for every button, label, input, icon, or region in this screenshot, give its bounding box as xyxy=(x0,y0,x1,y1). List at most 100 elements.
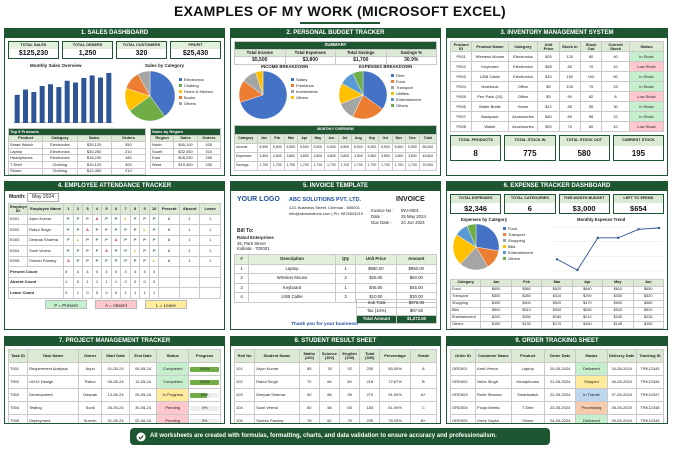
table-row: P006 Water Bottle Home $12 85 55 30 In Stock xyxy=(449,101,665,112)
table-title: Top 5 Products xyxy=(8,128,146,136)
table-cell: P xyxy=(110,255,122,267)
table-row: E003 Deepak Sharma P L P P P A P P P P 8 1 1 xyxy=(7,234,221,246)
table-cell: Keyboard xyxy=(471,61,509,72)
table-cell: 1,700 xyxy=(351,161,366,171)
table-cell: 120 xyxy=(558,51,581,62)
table-cell: 1,700 xyxy=(283,161,299,171)
table-row: P002 Keyboard Electronics $45 80 70 10 Low Stoc… xyxy=(449,61,665,72)
table-cell: 75 xyxy=(339,414,361,423)
table-row: Shoes Clothing $12,450 210 xyxy=(7,167,147,175)
panel-title: 6. EXPENSE TRACKER DASHBOARD xyxy=(447,182,667,191)
progress-track: 100% xyxy=(190,379,219,385)
text: Investments xyxy=(296,89,318,94)
table-cell: Total Amount xyxy=(356,315,397,324)
table-cell: 1 xyxy=(199,255,221,267)
table-row: P003 USB Cable Electronics $10 150 100 50 In St… xyxy=(449,71,665,82)
table-cell: 29-05-2024 xyxy=(606,414,637,423)
table-cell: 65 xyxy=(339,401,361,415)
table-cell: Suresh Pandey xyxy=(254,414,300,423)
table-cell: North xyxy=(149,141,175,149)
table-cell: P xyxy=(101,234,112,246)
table-cell: Electronics xyxy=(507,51,539,62)
table-cell: $12,450 xyxy=(76,167,112,175)
kpi-label: CURRENT STOCK xyxy=(613,136,663,146)
progress-label: 0% xyxy=(201,405,208,410)
table-cell: Arjun Kumar xyxy=(254,362,300,376)
header-row: Task ID Task Name Owner Start Date End Date S… xyxy=(7,349,221,363)
legend-swatch xyxy=(179,96,182,99)
header-cell: # xyxy=(233,254,250,265)
progress-track: 0% xyxy=(190,418,219,423)
header-cell: Present xyxy=(158,203,180,215)
header-cell: Percentage xyxy=(379,349,411,363)
kpi-card: TOTAL CATEGORIES 6 xyxy=(504,194,556,214)
pie-slice xyxy=(453,234,477,265)
text: Food xyxy=(396,79,406,84)
table-cell: Deepak xyxy=(77,388,103,402)
table-cell: 1,700 xyxy=(391,161,407,171)
table-cell: $580 xyxy=(510,286,543,294)
data-table: MONTHLY OVERVIEW Category Jan Feb Mar Apr May J… xyxy=(234,125,438,171)
progress-cell: 0% xyxy=(188,414,221,423)
table-cell: 78.33% xyxy=(379,414,411,423)
text: Home & Kitchen xyxy=(184,89,213,94)
table-row: Total Amount $1,072.50 xyxy=(356,315,437,324)
table-cell: 420 xyxy=(196,141,222,149)
table-cell: P xyxy=(129,234,141,246)
table-cell: $2,300 xyxy=(571,328,604,329)
panel-title: 9. ORDER TRACKING SHEET xyxy=(447,337,667,346)
table-cell: $200 xyxy=(480,314,512,322)
table-cell: TRK12347 xyxy=(635,388,665,402)
table-cell: Arjun Kumar xyxy=(27,213,65,225)
text: 24 Jun 2024 xyxy=(401,220,425,225)
table-row: E002 Rahul Singh P P A P P P P P L P 8 1 1 xyxy=(7,224,221,236)
table-cell: USB Cable xyxy=(471,71,509,82)
table-cell: 1 xyxy=(199,234,221,246)
table-cell: 3 xyxy=(334,292,357,303)
table-cell: E001 xyxy=(7,213,29,225)
header-cell: Task ID xyxy=(7,349,29,363)
table-cell: 1 xyxy=(199,224,221,236)
table-cell: Total xyxy=(449,328,482,329)
table-cell: Wallet xyxy=(471,121,509,132)
table-cell: P xyxy=(63,213,74,225)
text: Bills xyxy=(508,244,516,249)
kpi-label: TOTAL STOCK OUT xyxy=(559,136,609,146)
table-row: Entertainment $200 $250 $180 $210 $240 $226 xyxy=(449,314,665,322)
header-cell: Total xyxy=(418,134,438,144)
table-cell: 100 xyxy=(558,81,581,92)
table-cell: P xyxy=(129,224,141,236)
empty-cell xyxy=(178,287,201,299)
empty-cell xyxy=(158,276,180,288)
empty-cell xyxy=(158,266,180,278)
table-cell: 3,800 xyxy=(364,152,380,162)
legend-swatch xyxy=(179,90,182,93)
table-cell: 1,700 xyxy=(256,161,272,171)
pie-slice xyxy=(149,71,175,117)
table-cell: $650 xyxy=(632,286,665,294)
data-table: Order ID Customer Name Product Order Date St… xyxy=(449,349,665,423)
table-cell: 1 xyxy=(199,213,221,225)
table-cell: 1 xyxy=(110,276,122,288)
table-cell: Accessories xyxy=(507,121,539,132)
panel-title: 7. PROJECT MANAGEMENT TRACKER xyxy=(5,337,224,346)
table-cell: In Stock xyxy=(628,101,665,112)
table-cell: P xyxy=(72,213,84,225)
table-cell: $500 xyxy=(602,300,634,308)
table-cell: 85.00% xyxy=(379,362,411,376)
table-cell: $170 xyxy=(541,321,573,329)
header-cell: 8 xyxy=(129,203,141,215)
table-title-row: SUMMARY xyxy=(234,41,437,50)
pie-slice xyxy=(352,71,364,96)
table-cell: 3 xyxy=(233,282,250,293)
text: Entertainment xyxy=(508,250,533,255)
table-cell: 21-05-2024 xyxy=(543,375,577,389)
table-row: P005 Pen Pack (10) Office $3 90 82 8 Low Stock xyxy=(449,91,665,102)
table-title: Sales by Region xyxy=(150,128,221,136)
header-cell: Sep xyxy=(364,134,380,144)
table-row: Total$2,200$2,150$2,300$2,300$2,340$2,34… xyxy=(449,328,665,329)
text: Rent xyxy=(396,73,405,78)
progress-track: 60% xyxy=(190,392,219,398)
table-cell: $330 xyxy=(602,293,634,301)
header-cell: 10 xyxy=(148,203,160,215)
